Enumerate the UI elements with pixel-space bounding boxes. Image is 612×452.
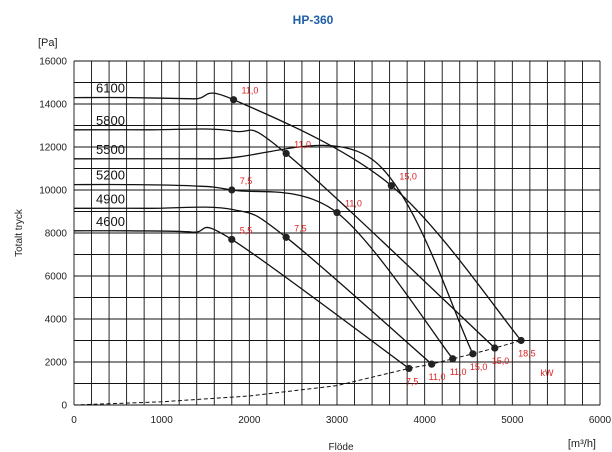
- system-curve: [73, 340, 522, 406]
- power-label: 5,5: [240, 225, 253, 235]
- speed-label-5500: 5500: [96, 142, 125, 157]
- x-tick-label: 6000: [589, 415, 612, 426]
- fan-curve-4900: [73, 206, 433, 365]
- y-unit-label: [Pa]: [38, 37, 58, 49]
- x-tick-label: 2000: [238, 415, 261, 426]
- x-tick-label: 4000: [414, 415, 437, 426]
- fan-curve-5800: [73, 128, 496, 349]
- operating-point: [282, 233, 290, 241]
- operating-point: [405, 364, 413, 373]
- operating-point: [428, 360, 436, 368]
- power-label: 7,5: [294, 223, 307, 233]
- x-tick-label: 3000: [326, 415, 349, 426]
- operating-points: 11,015,018,511,015,015,07,511,011,07,511…: [228, 86, 536, 386]
- y-tick-label: 14000: [39, 100, 67, 111]
- axis-ticks: 0 1000 2000 3000 4000 5000 6000 0 2000 4000 6000 80…: [39, 57, 611, 427]
- x-axis-label: Flöde: [328, 442, 353, 452]
- y-tick-label: 16000: [39, 57, 67, 68]
- y-tick-label: 6000: [45, 272, 68, 283]
- operating-point: [333, 208, 341, 217]
- fan-curve-5500: [73, 144, 474, 355]
- operating-point: [491, 344, 499, 352]
- power-label: 7,5: [240, 176, 253, 186]
- y-tick-label: 4000: [45, 315, 68, 326]
- x-unit-label: [m³/h]: [568, 438, 596, 450]
- power-label: 11,0: [429, 372, 446, 382]
- operating-point: [229, 96, 238, 104]
- operating-point: [387, 182, 395, 190]
- speed-label-6100: 6100: [96, 81, 125, 96]
- operating-point: [517, 336, 525, 345]
- x-tick-label: 0: [71, 415, 77, 426]
- power-label: 11,0: [450, 367, 467, 377]
- operating-point: [228, 235, 236, 244]
- power-label: 15,0: [492, 356, 510, 366]
- fan-curve-4600: [73, 226, 410, 369]
- speed-label-5200: 5200: [96, 168, 125, 183]
- power-label: 7,5: [406, 376, 419, 386]
- power-label: 15,0: [399, 172, 417, 182]
- y-tick-label: 0: [61, 401, 67, 412]
- speed-label-5800: 5800: [96, 113, 125, 128]
- y-tick-label: 12000: [39, 143, 67, 154]
- operating-point: [449, 355, 457, 363]
- power-label: 15,0: [470, 362, 488, 372]
- operating-point: [282, 149, 290, 158]
- speed-label-4900: 4900: [96, 191, 125, 206]
- operating-point: [228, 186, 236, 194]
- speed-label-4600: 4600: [96, 214, 125, 229]
- chart-title: HP-360: [293, 13, 334, 27]
- power-label: 18,5: [518, 349, 536, 359]
- operating-point: [469, 350, 477, 358]
- x-tick-label: 5000: [501, 415, 524, 426]
- y-axis-label: Totalt tryck: [14, 208, 25, 257]
- y-tick-label: 8000: [45, 229, 68, 240]
- x-tick-label: 1000: [151, 415, 174, 426]
- system-curve-line: [73, 340, 522, 406]
- power-label: 11,0: [294, 139, 311, 149]
- y-tick-label: 2000: [45, 358, 68, 369]
- y-tick-label: 10000: [39, 186, 67, 197]
- power-label: 11,0: [242, 86, 259, 96]
- grid: [73, 60, 601, 406]
- power-label: 11,0: [345, 199, 362, 209]
